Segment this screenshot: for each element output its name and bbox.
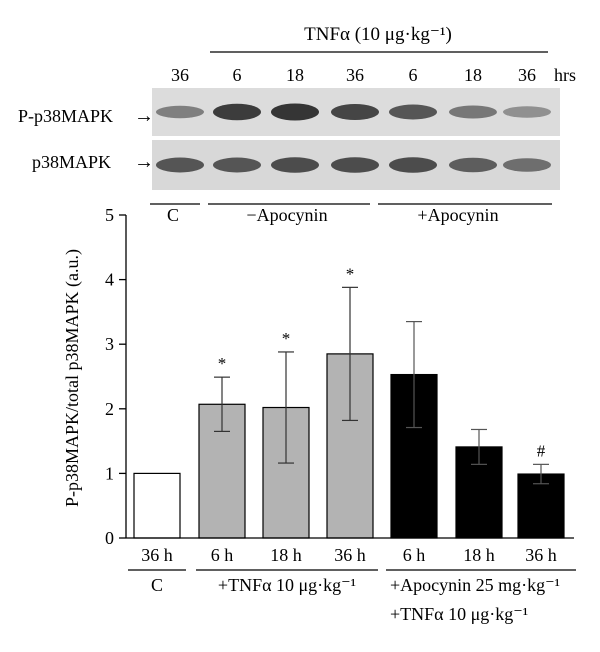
y-tick-label: 3 bbox=[105, 334, 114, 354]
bar bbox=[133, 472, 181, 539]
x-tick-label: 6 h bbox=[403, 545, 426, 565]
x-group-label: C bbox=[151, 575, 163, 595]
significance-marker: * bbox=[282, 329, 291, 348]
x-group-label-line2: +TNFα 10 μg·kg⁻¹ bbox=[390, 604, 528, 624]
blot-time-label: 18 bbox=[286, 65, 304, 85]
blot-row-label-phospho: P-p38MAPK bbox=[18, 106, 113, 126]
y-tick-label: 1 bbox=[105, 463, 114, 483]
blot-arrow-phospho: → bbox=[134, 105, 154, 127]
y-tick-label: 0 bbox=[105, 528, 114, 548]
blot-time-label: 6 bbox=[409, 65, 418, 85]
blot-treatment-title: TNFα (10 μg·kg⁻¹) bbox=[304, 24, 452, 45]
blot-group-label-minus-apocynin: −Apocynin bbox=[246, 205, 327, 225]
significance-marker: # bbox=[537, 441, 546, 460]
blot-band bbox=[331, 104, 379, 120]
blot-arrow-total: → bbox=[134, 151, 154, 173]
blot-band bbox=[271, 157, 319, 173]
blot-band bbox=[156, 105, 204, 119]
blot-band bbox=[213, 157, 261, 173]
blot-bands bbox=[156, 103, 551, 173]
blot-time-label: 36 bbox=[171, 65, 189, 85]
y-tick-label: 4 bbox=[105, 270, 114, 290]
blot-band bbox=[271, 103, 319, 121]
blot-band bbox=[331, 157, 379, 173]
significance-marker: * bbox=[346, 264, 355, 283]
x-group-labels: C +TNFα 10 μg·kg⁻¹ +Apocynin 25 mg·kg⁻¹ +TN… bbox=[128, 569, 576, 624]
blot-time-label: 6 bbox=[233, 65, 242, 85]
x-group-label: +TNFα 10 μg·kg⁻¹ bbox=[218, 575, 356, 595]
blot-time-label: 36 bbox=[346, 65, 364, 85]
blot-band bbox=[503, 106, 551, 118]
significance-marker: * bbox=[218, 354, 227, 373]
y-axis-title: P-p38MAPK/total p38MAPK (a.u.) bbox=[62, 249, 83, 507]
x-tick-labels: 36 h 6 h 18 h 36 h 6 h 18 h 36 h bbox=[141, 545, 557, 565]
x-tick-label: 36 h bbox=[525, 545, 557, 565]
y-axis: 0 1 2 3 4 5 bbox=[105, 205, 127, 548]
x-group-label: +Apocynin 25 mg·kg⁻¹ bbox=[390, 575, 560, 595]
blot-group-label-plus-apocynin: +Apocynin bbox=[417, 205, 498, 225]
x-tick-label: 36 h bbox=[334, 545, 366, 565]
y-tick-label: 5 bbox=[105, 205, 114, 225]
blot-band bbox=[503, 158, 551, 172]
x-tick-label: 18 h bbox=[270, 545, 302, 565]
x-tick-label: 6 h bbox=[211, 545, 234, 565]
blot-time-labels: 36 6 18 36 6 18 36 bbox=[171, 65, 536, 85]
y-tick-label: 2 bbox=[105, 399, 114, 419]
blot-band bbox=[389, 157, 437, 173]
x-tick-label: 18 h bbox=[463, 545, 495, 565]
blot-time-label: 18 bbox=[464, 65, 482, 85]
blot-time-unit: hrs bbox=[554, 65, 576, 85]
western-blot-panel: TNFα (10 μg·kg⁻¹) 36 6 18 36 6 18 36 hrs P-p38… bbox=[18, 24, 576, 225]
blot-band bbox=[156, 157, 204, 173]
blot-band bbox=[449, 157, 497, 173]
blot-row-label-total: p38MAPK bbox=[32, 152, 111, 172]
blot-group-label-c: C bbox=[167, 205, 179, 225]
x-tick-label: 36 h bbox=[141, 545, 173, 565]
blot-time-label: 36 bbox=[518, 65, 536, 85]
bars: * * * # bbox=[126, 264, 574, 539]
blot-band bbox=[389, 104, 437, 120]
blot-band bbox=[449, 105, 497, 119]
blot-band bbox=[213, 103, 261, 121]
